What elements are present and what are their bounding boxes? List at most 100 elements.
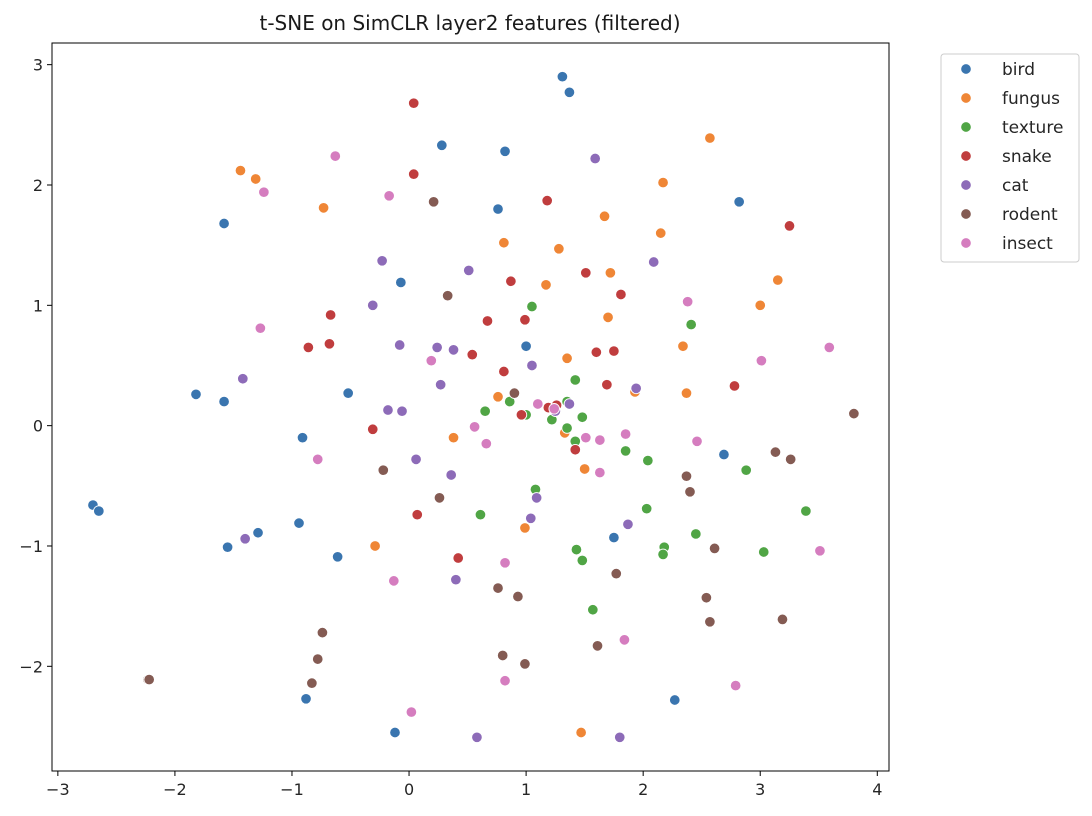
point-fungus bbox=[519, 522, 531, 534]
point-fungus bbox=[754, 299, 766, 312]
point-insect bbox=[405, 706, 418, 718]
point-cat bbox=[614, 731, 626, 744]
point-insect bbox=[823, 341, 836, 354]
point-snake bbox=[407, 168, 420, 180]
point-rodent bbox=[610, 567, 622, 580]
legend-label-texture: texture bbox=[1002, 118, 1063, 138]
point-fungus bbox=[654, 227, 667, 239]
point-bird bbox=[436, 139, 448, 152]
point-insect bbox=[311, 453, 324, 466]
x-tick-label: 1 bbox=[521, 780, 531, 799]
point-texture bbox=[587, 604, 599, 616]
legend-marker-fungus bbox=[960, 92, 972, 104]
legend-label-insect: insect bbox=[1002, 234, 1053, 254]
point-bird bbox=[556, 70, 569, 83]
point-bird bbox=[342, 387, 354, 399]
point-fungus bbox=[602, 311, 614, 324]
legend-label-fungus: fungus bbox=[1002, 89, 1060, 109]
point-cat bbox=[462, 264, 475, 277]
point-bird bbox=[389, 726, 401, 739]
point-rodent bbox=[769, 446, 782, 458]
point-texture bbox=[619, 445, 632, 457]
point-fungus bbox=[540, 279, 552, 291]
point-snake bbox=[580, 267, 592, 279]
point-insect bbox=[580, 431, 592, 444]
point-insect bbox=[388, 575, 400, 587]
point-texture bbox=[474, 508, 487, 521]
legend-label-bird: bird bbox=[1002, 60, 1035, 80]
point-insect bbox=[755, 354, 768, 367]
point-rodent bbox=[496, 649, 509, 662]
point-fungus bbox=[575, 726, 587, 739]
point-cat bbox=[526, 359, 538, 372]
point-fungus bbox=[369, 540, 381, 552]
point-bird bbox=[563, 86, 576, 99]
point-insect bbox=[499, 675, 511, 687]
y-tick-label: −1 bbox=[19, 537, 43, 556]
point-snake bbox=[302, 341, 315, 354]
point-insect bbox=[425, 354, 438, 367]
point-snake bbox=[466, 348, 479, 361]
point-snake bbox=[541, 194, 553, 207]
point-rodent bbox=[306, 677, 318, 689]
point-snake bbox=[498, 365, 510, 378]
point-rodent bbox=[708, 542, 721, 555]
legend-marker-snake bbox=[960, 150, 972, 162]
legend-frame bbox=[940, 53, 1080, 263]
point-snake bbox=[783, 220, 796, 232]
legend-marker-rodent bbox=[960, 208, 972, 220]
chart-title: t-SNE on SimCLR layer2 features (filtere… bbox=[259, 11, 680, 35]
point-insect bbox=[383, 190, 395, 202]
data-points bbox=[87, 70, 860, 744]
point-fungus bbox=[317, 202, 330, 214]
point-bird bbox=[395, 276, 407, 289]
point-bird bbox=[718, 448, 730, 461]
legend-label-snake: snake bbox=[1002, 147, 1052, 167]
point-cat bbox=[367, 299, 379, 312]
point-snake bbox=[411, 508, 423, 521]
point-snake bbox=[407, 97, 420, 109]
point-insect bbox=[329, 150, 342, 162]
point-rodent bbox=[143, 673, 155, 686]
point-rodent bbox=[492, 582, 504, 594]
y-tick-label: 1 bbox=[33, 296, 43, 315]
point-fungus bbox=[249, 173, 262, 185]
point-bird bbox=[520, 340, 532, 352]
point-fungus bbox=[578, 463, 591, 475]
point-bird bbox=[190, 388, 202, 401]
point-fungus bbox=[680, 387, 693, 399]
point-cat bbox=[563, 398, 576, 410]
point-bird bbox=[296, 431, 309, 444]
point-insect bbox=[532, 398, 544, 410]
point-texture bbox=[740, 464, 752, 476]
point-cat bbox=[622, 518, 634, 531]
point-bird bbox=[218, 217, 230, 230]
point-snake bbox=[728, 380, 741, 392]
point-rodent bbox=[311, 653, 324, 665]
point-texture bbox=[479, 405, 491, 417]
point-bird bbox=[93, 505, 105, 517]
point-bird bbox=[252, 526, 264, 539]
y-tick-label: 3 bbox=[33, 56, 43, 75]
legend-marker-cat bbox=[960, 179, 972, 191]
point-cat bbox=[239, 533, 251, 545]
point-snake bbox=[590, 346, 603, 358]
point-bird bbox=[499, 145, 511, 158]
point-fungus bbox=[447, 431, 460, 444]
legend-marker-insect bbox=[960, 237, 972, 249]
x-tick-label: 4 bbox=[872, 780, 882, 799]
point-rodent bbox=[377, 464, 390, 476]
point-texture bbox=[657, 548, 669, 561]
point-bird bbox=[608, 531, 620, 544]
y-tick-label: 2 bbox=[33, 176, 43, 195]
point-snake bbox=[519, 314, 531, 326]
point-cat bbox=[434, 378, 447, 391]
point-texture bbox=[685, 318, 697, 331]
point-fungus bbox=[677, 340, 689, 352]
point-rodent bbox=[684, 486, 696, 498]
legend-label-cat: cat bbox=[1002, 176, 1029, 196]
legend-label-rodent: rodent bbox=[1002, 205, 1058, 225]
point-cat bbox=[382, 404, 394, 416]
point-texture bbox=[640, 502, 653, 515]
